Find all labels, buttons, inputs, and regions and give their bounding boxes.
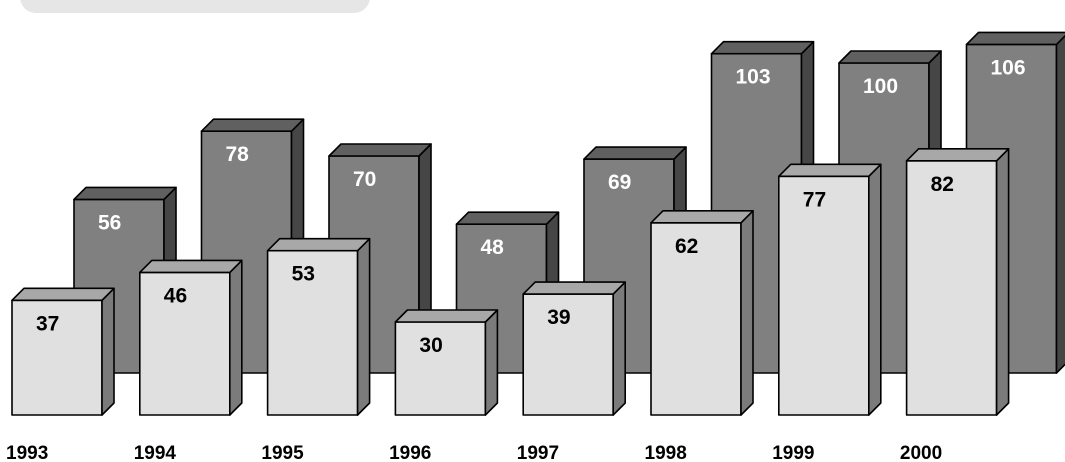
bar-side-face [867,163,882,416]
data-label: 37 [36,312,59,335]
bar [139,259,243,416]
data-label: 70 [353,168,376,191]
header-tab [20,0,370,13]
category-label: 1995 [261,443,304,462]
bar-side-face [101,287,115,416]
data-label: 48 [481,236,505,259]
bar-front-face [905,160,998,416]
category-label: 1999 [772,443,814,462]
bar [650,210,754,416]
data-label: 56 [98,211,121,234]
bar-side-face [740,210,754,416]
category-label: 2000 [900,443,942,462]
bar-top-face [777,163,882,178]
data-label: 103 [736,66,771,89]
bar [905,148,1010,416]
category-label: 1998 [645,443,687,462]
bar-top-face [139,259,243,274]
bar-top-face [73,186,177,201]
data-label: 78 [226,143,250,166]
bar-side-face [612,281,627,416]
bar-side-face [356,237,371,416]
bar-top-face [583,146,687,160]
bar-top-face [838,50,942,64]
data-label: 100 [863,75,898,98]
bar-side-face [484,309,499,416]
bar-side-face [1055,34,1065,374]
data-label: 53 [292,263,315,286]
bar-side-face [229,259,243,416]
bar-top-face [266,237,371,252]
category-label: 1994 [134,443,177,462]
data-label: 46 [164,284,187,307]
bar-top-face [905,148,1010,162]
category-label: 1997 [517,443,559,462]
bar-top-face [11,287,115,302]
bar-top-face [328,143,432,157]
bar-top-face [394,309,499,323]
bar-side-face [995,148,1010,416]
data-label: 39 [547,306,570,329]
bar-front-face [777,175,870,416]
data-label: 106 [991,56,1026,79]
bar-top-face [455,211,560,225]
data-label: 69 [608,171,631,194]
bar-top-face [200,118,305,132]
bar [11,287,115,416]
data-label: 30 [419,334,442,357]
bar [777,163,882,416]
data-label: 62 [675,235,698,258]
bar-top-face [710,40,815,55]
category-label: 1993 [6,443,48,462]
bar [394,309,499,416]
category-label: 1996 [389,443,431,462]
data-label: 82 [931,173,954,196]
bar [266,237,371,416]
bar-top-face [522,281,627,295]
bar-top-face [650,210,754,224]
bar-top-face [965,31,1065,46]
bar [522,281,627,416]
data-label: 77 [803,188,826,211]
